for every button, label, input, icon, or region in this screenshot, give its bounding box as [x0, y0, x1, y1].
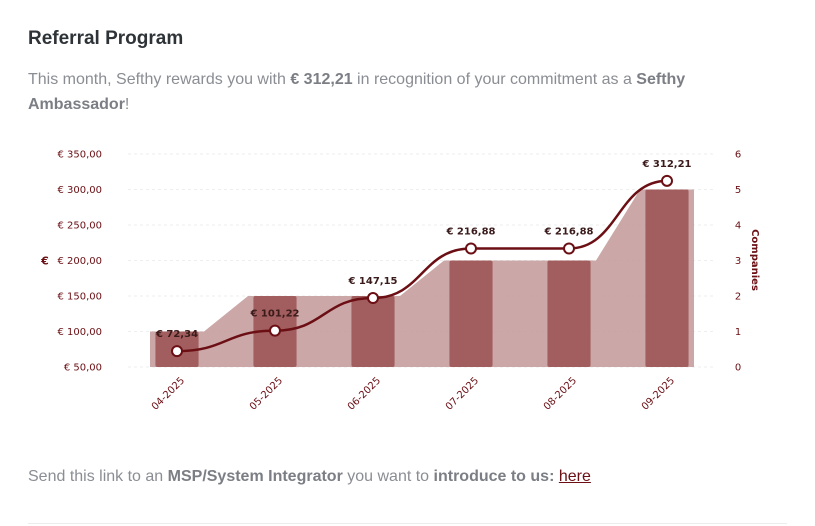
bar-companies — [547, 260, 591, 367]
y2-tick-label: 5 — [735, 185, 741, 196]
referral-link[interactable]: here — [558, 468, 591, 485]
y-tick-label: € 350,00 — [57, 150, 102, 161]
data-label: € 72,34 — [155, 329, 198, 340]
line-point — [171, 345, 183, 358]
intro-text: This month, Sefthy rewards you with € 31… — [28, 67, 768, 117]
y-tick-label: € 200,00 — [57, 256, 102, 267]
data-label: € 216,88 — [445, 227, 495, 238]
x-tick-label: 05-2025 — [248, 375, 285, 412]
ambassador-role: Sefthy Ambassador — [28, 71, 686, 113]
x-tick-label: 09-2025 — [640, 375, 677, 412]
y-tick-label: € 150,00 — [57, 292, 102, 303]
area-fill — [150, 189, 694, 367]
y-tick-label: € 100,00 — [57, 327, 102, 338]
y2-tick-label: 1 — [735, 327, 741, 338]
footer-action: introduce to us: — [433, 468, 555, 485]
intro-suffix: ! — [124, 96, 130, 113]
y-tick-label: € 250,00 — [57, 221, 102, 232]
x-tick-label: 04-2025 — [150, 375, 187, 412]
y2-tick-label: 6 — [735, 150, 741, 161]
y2-tick-label: 4 — [735, 221, 741, 232]
line-series — [176, 179, 668, 353]
page-title: Referral Program — [28, 28, 184, 49]
divider — [28, 523, 787, 524]
y2-tick-label: 3 — [735, 256, 741, 267]
data-label: € 216,88 — [543, 227, 593, 238]
y2-axis-title: Companies — [749, 229, 760, 291]
intro-prefix: This month, Sefthy rewards you with — [28, 71, 291, 88]
y-tick-label: € 300,00 — [57, 185, 102, 196]
line-point — [465, 242, 477, 255]
footer-text: Send this link to an MSP/System Integrat… — [28, 468, 591, 486]
y2-tick-label: 2 — [735, 292, 741, 303]
footer-prefix: Send this link to an — [28, 468, 168, 485]
x-tick-label: 08-2025 — [542, 375, 579, 412]
bar-companies — [351, 296, 395, 367]
y-axis-title: € — [40, 255, 49, 268]
line-point — [661, 174, 673, 187]
referral-chart: € 50,00 € 100,00 € 150,00 € 200,00 € 250,00 €… — [40, 150, 760, 413]
data-label: € 101,22 — [249, 309, 299, 320]
bar-companies — [645, 189, 689, 367]
data-label: € 147,15 — [347, 276, 397, 287]
reward-amount: € 312,21 — [290, 71, 353, 88]
y-tick-label: € 50,00 — [64, 363, 102, 374]
data-label: € 312,21 — [641, 159, 691, 170]
line-point — [563, 242, 575, 255]
line-point — [269, 324, 281, 337]
line-point — [367, 292, 379, 305]
footer-target: MSP/System Integrator — [167, 468, 343, 485]
footer-middle: you want to — [342, 468, 434, 485]
y2-tick-label: 0 — [735, 363, 741, 374]
bar-companies — [449, 260, 493, 367]
intro-middle: in recognition of your commitment as a — [352, 71, 637, 88]
x-tick-label: 06-2025 — [346, 375, 383, 412]
x-tick-label: 07-2025 — [444, 375, 481, 412]
